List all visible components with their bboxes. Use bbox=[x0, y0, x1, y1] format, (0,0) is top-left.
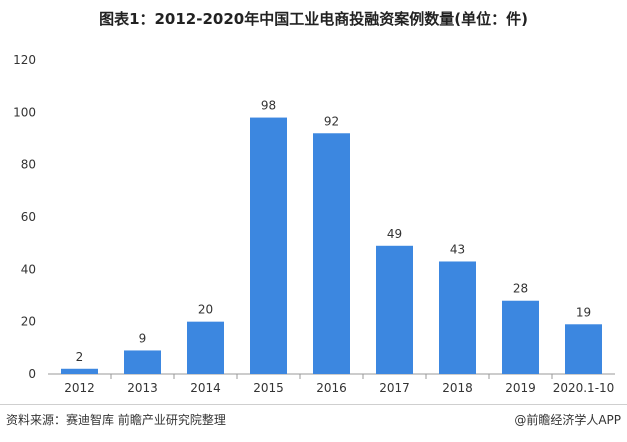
bar-2012 bbox=[61, 368, 98, 374]
y-tick-label: 0 bbox=[28, 367, 36, 381]
source-note: 资料来源：赛迪智库 前瞻产业研究院整理 bbox=[6, 413, 226, 427]
y-tick-label: 40 bbox=[21, 262, 36, 276]
data-label-2015: 98 bbox=[261, 99, 276, 113]
data-label-2013: 9 bbox=[139, 331, 147, 345]
x-tick-label-2016: 2016 bbox=[316, 381, 347, 395]
data-label-2017: 49 bbox=[387, 227, 402, 241]
bar-2020.1-10 bbox=[565, 324, 602, 374]
x-tick-label-2013: 2013 bbox=[127, 381, 158, 395]
bar-2017 bbox=[376, 245, 413, 374]
bar-2014 bbox=[187, 321, 224, 374]
y-tick-label: 120 bbox=[13, 53, 36, 67]
y-tick-label: 60 bbox=[21, 210, 36, 224]
data-label-2012: 2 bbox=[76, 350, 84, 364]
x-tick-label-2018: 2018 bbox=[442, 381, 473, 395]
x-tick-label-2020.1-10: 2020.1-10 bbox=[553, 381, 615, 395]
data-label-2014: 20 bbox=[198, 303, 213, 317]
brand-credit: @前瞻经济学人APP bbox=[514, 413, 621, 427]
bar-2015 bbox=[250, 117, 287, 375]
y-tick-label: 100 bbox=[13, 105, 36, 119]
y-tick-label: 20 bbox=[21, 315, 36, 329]
chart-title: 图表1：2012-2020年中国工业电商投融资案例数量(单位：件) bbox=[99, 10, 528, 28]
data-label-2016: 92 bbox=[324, 114, 339, 128]
x-tick-label-2012: 2012 bbox=[64, 381, 95, 395]
x-tick-label-2019: 2019 bbox=[505, 381, 536, 395]
footer-divider bbox=[0, 404, 627, 405]
x-tick-label-2015: 2015 bbox=[253, 381, 284, 395]
data-label-2018: 43 bbox=[450, 242, 465, 256]
data-label-2020.1-10: 19 bbox=[576, 305, 591, 319]
bar-2019 bbox=[502, 300, 539, 374]
y-tick-label: 80 bbox=[21, 158, 36, 172]
bar-chart: 0 20 40 60 80 100 120 2 2012 9 2013 20 2014 98 2015 92 2… bbox=[13, 53, 615, 395]
bar-2013 bbox=[124, 350, 161, 374]
data-label-2019: 28 bbox=[513, 282, 528, 296]
x-tick-label-2014: 2014 bbox=[190, 381, 221, 395]
bar-2018 bbox=[439, 261, 476, 374]
bar-2016 bbox=[313, 133, 350, 374]
x-tick-label-2017: 2017 bbox=[379, 381, 410, 395]
